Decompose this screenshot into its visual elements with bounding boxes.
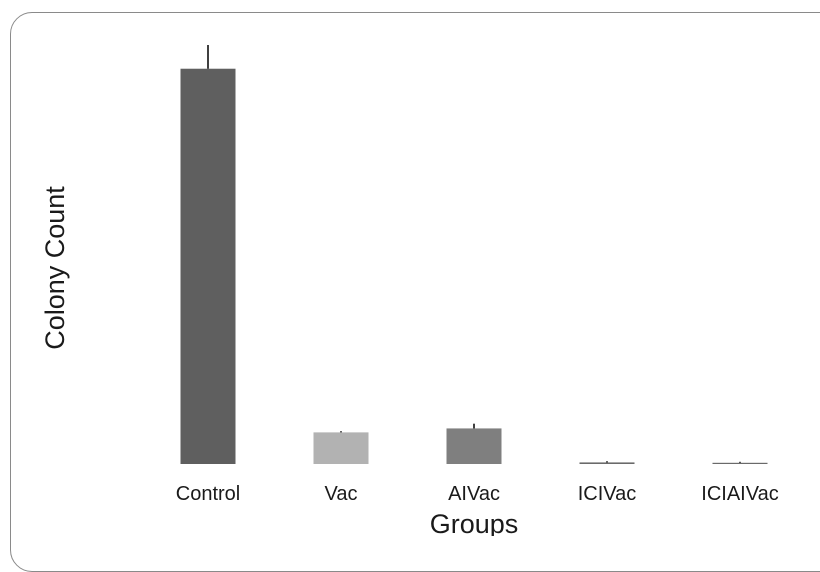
- bar-iciaivac: [712, 462, 768, 464]
- bar-chart: Control Vac AIVac ICIVac ICIAIVac Colony Cou…: [40, 45, 779, 536]
- x-axis-label: Groups: [430, 509, 519, 536]
- x-tick-label-icivac: ICIVac: [578, 483, 637, 505]
- chart-frame: [10, 12, 820, 572]
- x-tick-label-vac: Vac: [325, 483, 358, 505]
- bar-aivac: [446, 428, 502, 464]
- x-tick-label-control: Control: [176, 483, 240, 505]
- bar-icivac: [579, 462, 635, 464]
- x-tick-labels: Control Vac AIVac ICIVac ICIAIVac: [176, 483, 779, 505]
- bars-layer: [180, 68, 768, 464]
- bar-control: [180, 68, 236, 464]
- bar-vac: [313, 432, 369, 464]
- x-tick-label-aivac: AIVac: [448, 483, 500, 505]
- error-bars-layer: [207, 45, 741, 463]
- y-axis-label: Colony Count: [40, 186, 70, 350]
- x-tick-label-iciaivac: ICIAIVac: [701, 483, 778, 505]
